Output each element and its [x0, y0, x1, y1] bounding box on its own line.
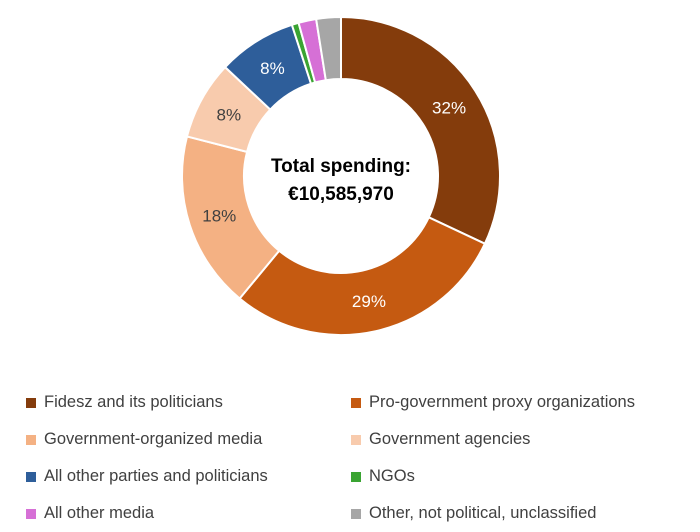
legend-swatch: [351, 508, 361, 519]
data-label-government-agencies: 8%: [217, 105, 242, 124]
slice-fidesz-and-its-politicians: [340, 15, 501, 246]
legend-swatch: [26, 397, 36, 408]
legend-label: All other media: [44, 504, 155, 522]
slice-other-not-political-unclassified: [314, 15, 342, 82]
center-label-line1: Total spending:: [271, 156, 411, 177]
legend-item-all-other-media: All other media: [26, 495, 351, 532]
data-label-all-other-parties-and-politicians: 8%: [260, 59, 285, 78]
legend-item-fidesz-and-its-politicians: Fidesz and its politicians: [26, 384, 351, 421]
legend-label: Government-organized media: [44, 430, 263, 448]
legend-swatch: [351, 471, 361, 482]
legend-item-pro-government-proxy-organizations: Pro-government proxy organizations: [351, 384, 686, 421]
legend-item-all-other-parties-and-politicians: All other parties and politicians: [26, 458, 351, 495]
legend-item-government-organized-media: Government-organized media: [26, 421, 351, 458]
legend-label: Other, not political, unclassified: [369, 504, 597, 522]
legend-label: NGOs: [369, 467, 415, 485]
slice-pro-government-proxy-organizations: [238, 215, 487, 336]
legend-item-other-not-political-unclassified: Other, not political, unclassified: [351, 495, 686, 532]
slice-labels: 32% 29% 18% 8% 8%: [202, 59, 466, 311]
data-label-fidesz-and-its-politicians: 32%: [432, 98, 466, 117]
chart-legend: Fidesz and its politicians Pro-government…: [26, 384, 686, 532]
legend-label: Fidesz and its politicians: [44, 393, 223, 411]
legend-label: All other parties and politicians: [44, 467, 268, 485]
legend-item-ngos: NGOs: [351, 458, 686, 495]
legend-swatch: [351, 397, 361, 408]
donut-slices: [181, 15, 501, 336]
center-label-total: €10,585,970: [288, 184, 394, 205]
legend-item-government-agencies: Government agencies: [351, 421, 686, 458]
legend-swatch: [26, 434, 36, 445]
legend-swatch: [351, 434, 361, 445]
legend-swatch: [26, 471, 36, 482]
legend-label: Government agencies: [369, 430, 531, 448]
legend-swatch: [26, 508, 36, 519]
legend-label: Pro-government proxy organizations: [369, 393, 635, 411]
data-label-pro-government-proxy-organizations: 29%: [352, 292, 386, 311]
data-label-government-organized-media: 18%: [202, 207, 236, 226]
